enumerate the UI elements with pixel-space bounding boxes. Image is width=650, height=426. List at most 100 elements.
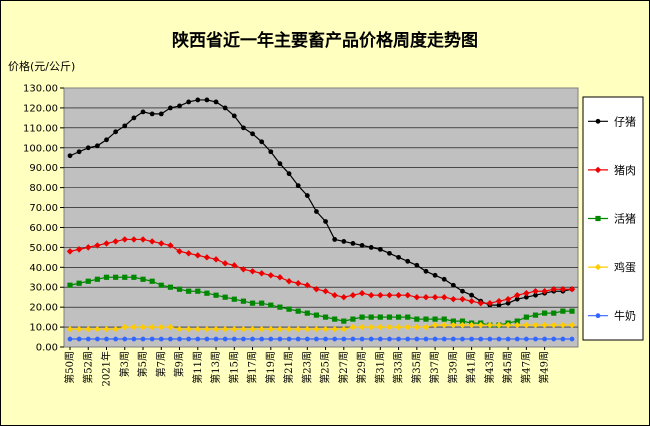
series-group — [66, 97, 576, 342]
data-point — [259, 139, 265, 145]
data-point — [313, 312, 320, 318]
data-point — [322, 288, 329, 295]
data-point — [195, 336, 201, 342]
data-point — [386, 323, 393, 331]
data-point — [377, 323, 384, 331]
plot-area — [63, 87, 579, 348]
data-point — [505, 336, 511, 342]
data-point — [148, 323, 156, 331]
data-point — [368, 323, 375, 331]
data-point — [186, 288, 192, 294]
data-point — [332, 316, 338, 322]
data-point — [396, 336, 401, 342]
data-point — [204, 336, 210, 342]
series-1 — [66, 236, 576, 307]
data-point — [94, 276, 100, 282]
y-tick-label: 70.00 — [29, 203, 58, 214]
data-point — [505, 300, 511, 306]
data-point — [559, 321, 567, 329]
data-point — [450, 282, 456, 288]
data-point — [422, 323, 430, 331]
data-point — [268, 302, 274, 308]
data-point — [313, 325, 320, 333]
data-point — [450, 321, 457, 329]
data-point — [221, 325, 229, 333]
data-point — [495, 321, 503, 329]
data-point — [313, 286, 320, 293]
data-point — [85, 244, 92, 251]
data-point — [76, 149, 82, 155]
data-point — [167, 323, 174, 331]
data-point — [377, 246, 383, 252]
data-point — [350, 336, 356, 342]
data-point — [75, 246, 83, 253]
data-point — [66, 325, 74, 333]
data-point — [477, 299, 484, 307]
legend-item: 活猪 — [588, 213, 636, 226]
data-point — [168, 336, 173, 342]
data-point — [569, 336, 575, 342]
data-point — [259, 336, 265, 342]
data-point — [349, 292, 357, 299]
data-point — [186, 99, 192, 105]
data-point — [276, 325, 284, 333]
data-point — [304, 193, 310, 198]
data-point — [477, 321, 484, 329]
data-point — [139, 323, 147, 331]
data-point — [103, 274, 110, 280]
data-point — [285, 325, 293, 333]
data-point — [560, 308, 566, 314]
data-point — [460, 336, 465, 342]
data-point — [194, 325, 201, 333]
data-point — [186, 336, 192, 342]
y-tick-label: 30.00 — [29, 283, 58, 294]
data-point — [595, 215, 601, 222]
data-point — [131, 274, 137, 280]
data-point — [331, 292, 338, 299]
data-point — [304, 310, 310, 316]
data-point — [268, 336, 274, 342]
data-point — [551, 336, 557, 342]
y-tick-label: 10.00 — [29, 323, 58, 334]
y-tick-label: 90.00 — [29, 163, 58, 174]
data-point — [441, 316, 447, 322]
data-point — [541, 288, 548, 295]
data-point — [149, 111, 155, 117]
data-point — [340, 293, 348, 301]
data-point — [314, 209, 319, 214]
data-point — [359, 314, 365, 320]
data-point — [277, 304, 283, 310]
data-point — [258, 270, 265, 277]
data-point — [387, 336, 392, 342]
data-point — [551, 310, 557, 316]
data-point — [441, 276, 447, 282]
data-point — [396, 254, 401, 260]
data-point — [523, 336, 529, 342]
data-point — [131, 336, 137, 342]
data-point — [231, 262, 238, 269]
data-point — [304, 325, 311, 333]
data-point — [185, 325, 192, 333]
x-tick-label: 第11周 — [191, 351, 204, 384]
data-point — [550, 321, 557, 329]
data-point — [413, 293, 421, 301]
x-tick-label: 第19周 — [264, 351, 277, 384]
legend-label: 仔猪 — [614, 115, 636, 128]
data-point — [358, 290, 366, 297]
data-point — [212, 325, 220, 333]
data-point — [250, 336, 255, 342]
data-point — [176, 248, 183, 255]
data-point — [523, 314, 529, 320]
data-point — [267, 325, 274, 333]
data-point — [122, 274, 128, 280]
data-point — [559, 286, 567, 293]
data-point — [404, 323, 411, 331]
data-point — [203, 254, 211, 261]
data-point — [422, 293, 430, 301]
data-point — [85, 278, 91, 284]
data-point — [204, 97, 210, 103]
x-tick-label: 第29周 — [355, 351, 368, 384]
data-point — [496, 302, 502, 308]
data-point — [148, 238, 156, 245]
